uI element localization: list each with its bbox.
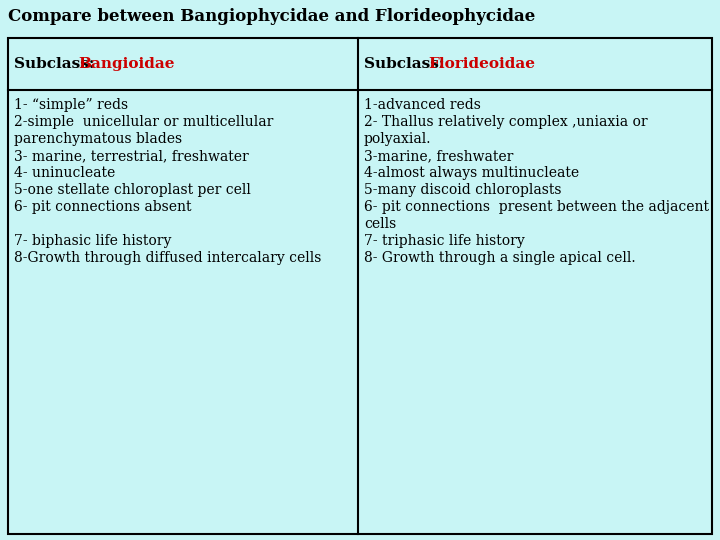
Text: 4- uninucleate: 4- uninucleate [14,166,115,180]
Text: 5-one stellate chloroplast per cell: 5-one stellate chloroplast per cell [14,183,251,197]
Text: 8- Growth through a single apical cell.: 8- Growth through a single apical cell. [364,251,636,265]
Text: 1- “simple” reds: 1- “simple” reds [14,98,128,112]
Text: Subclass:: Subclass: [364,57,450,71]
Text: 6- pit connections  present between the adjacent: 6- pit connections present between the a… [364,200,709,214]
Text: 1-advanced reds: 1-advanced reds [364,98,481,112]
Text: parenchymatous blades: parenchymatous blades [14,132,182,146]
Text: polyaxial.: polyaxial. [364,132,431,146]
Text: Subclass:: Subclass: [14,57,100,71]
Text: 7- triphasic life history: 7- triphasic life history [364,234,525,248]
Text: Compare between Bangiophycidae and Florideophycidae: Compare between Bangiophycidae and Flori… [8,8,535,25]
Text: Florideoidae: Florideoidae [428,57,535,71]
Text: Bangioidae: Bangioidae [78,57,174,71]
Text: 2- Thallus relatively complex ,uniaxia or: 2- Thallus relatively complex ,uniaxia o… [364,115,647,129]
Text: 4-almost always multinucleate: 4-almost always multinucleate [364,166,579,180]
Text: 6- pit connections absent: 6- pit connections absent [14,200,192,214]
Text: 5-many discoid chloroplasts: 5-many discoid chloroplasts [364,183,562,197]
Text: cells: cells [364,217,396,231]
Text: 7- biphasic life history: 7- biphasic life history [14,234,171,248]
Text: 8-Growth through diffused intercalary cells: 8-Growth through diffused intercalary ce… [14,251,321,265]
Text: 2-simple  unicellular or multicellular: 2-simple unicellular or multicellular [14,115,274,129]
Text: 3-marine, freshwater: 3-marine, freshwater [364,149,513,163]
Text: 3- marine, terrestrial, freshwater: 3- marine, terrestrial, freshwater [14,149,248,163]
